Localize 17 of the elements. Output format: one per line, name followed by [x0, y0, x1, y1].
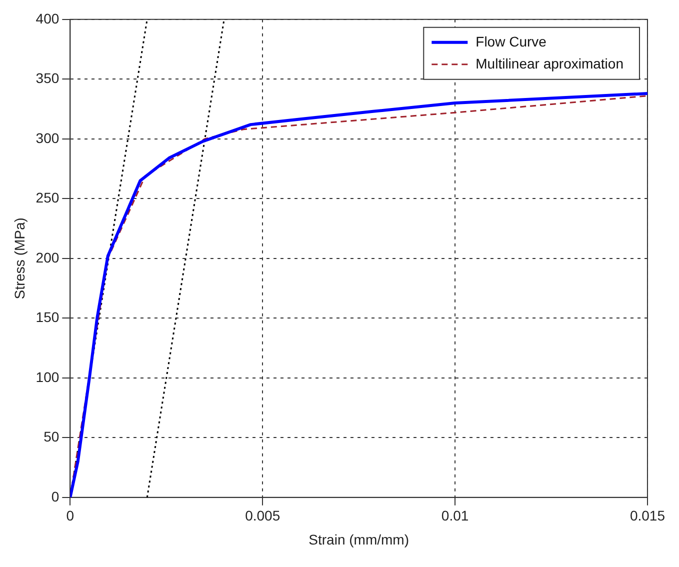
legend-label: Flow Curve — [476, 33, 547, 50]
y-axis-title: Stress (MPa) — [11, 218, 28, 300]
y-tick-label: 100 — [36, 368, 60, 385]
y-tick-label: 0 — [51, 488, 60, 504]
y-tick-label: 300 — [36, 130, 60, 146]
legend-label: Multilinear aproximation — [476, 55, 624, 72]
y-tick-label: 350 — [36, 70, 60, 86]
x-tick-label: 0.005 — [245, 508, 280, 524]
x-tick-label: 0 — [66, 508, 74, 524]
y-tick-label: 50 — [44, 428, 60, 445]
y-tick-label: 250 — [36, 190, 60, 206]
y-tick-label: 150 — [36, 309, 60, 326]
y-tick-label: 200 — [36, 249, 60, 266]
y-tick-label: 400 — [36, 10, 60, 26]
x-axis-title: Strain (mm/mm) — [308, 531, 409, 548]
x-tick-label: 0.01 — [441, 508, 469, 524]
x-tick-label: 0.015 — [630, 508, 666, 524]
